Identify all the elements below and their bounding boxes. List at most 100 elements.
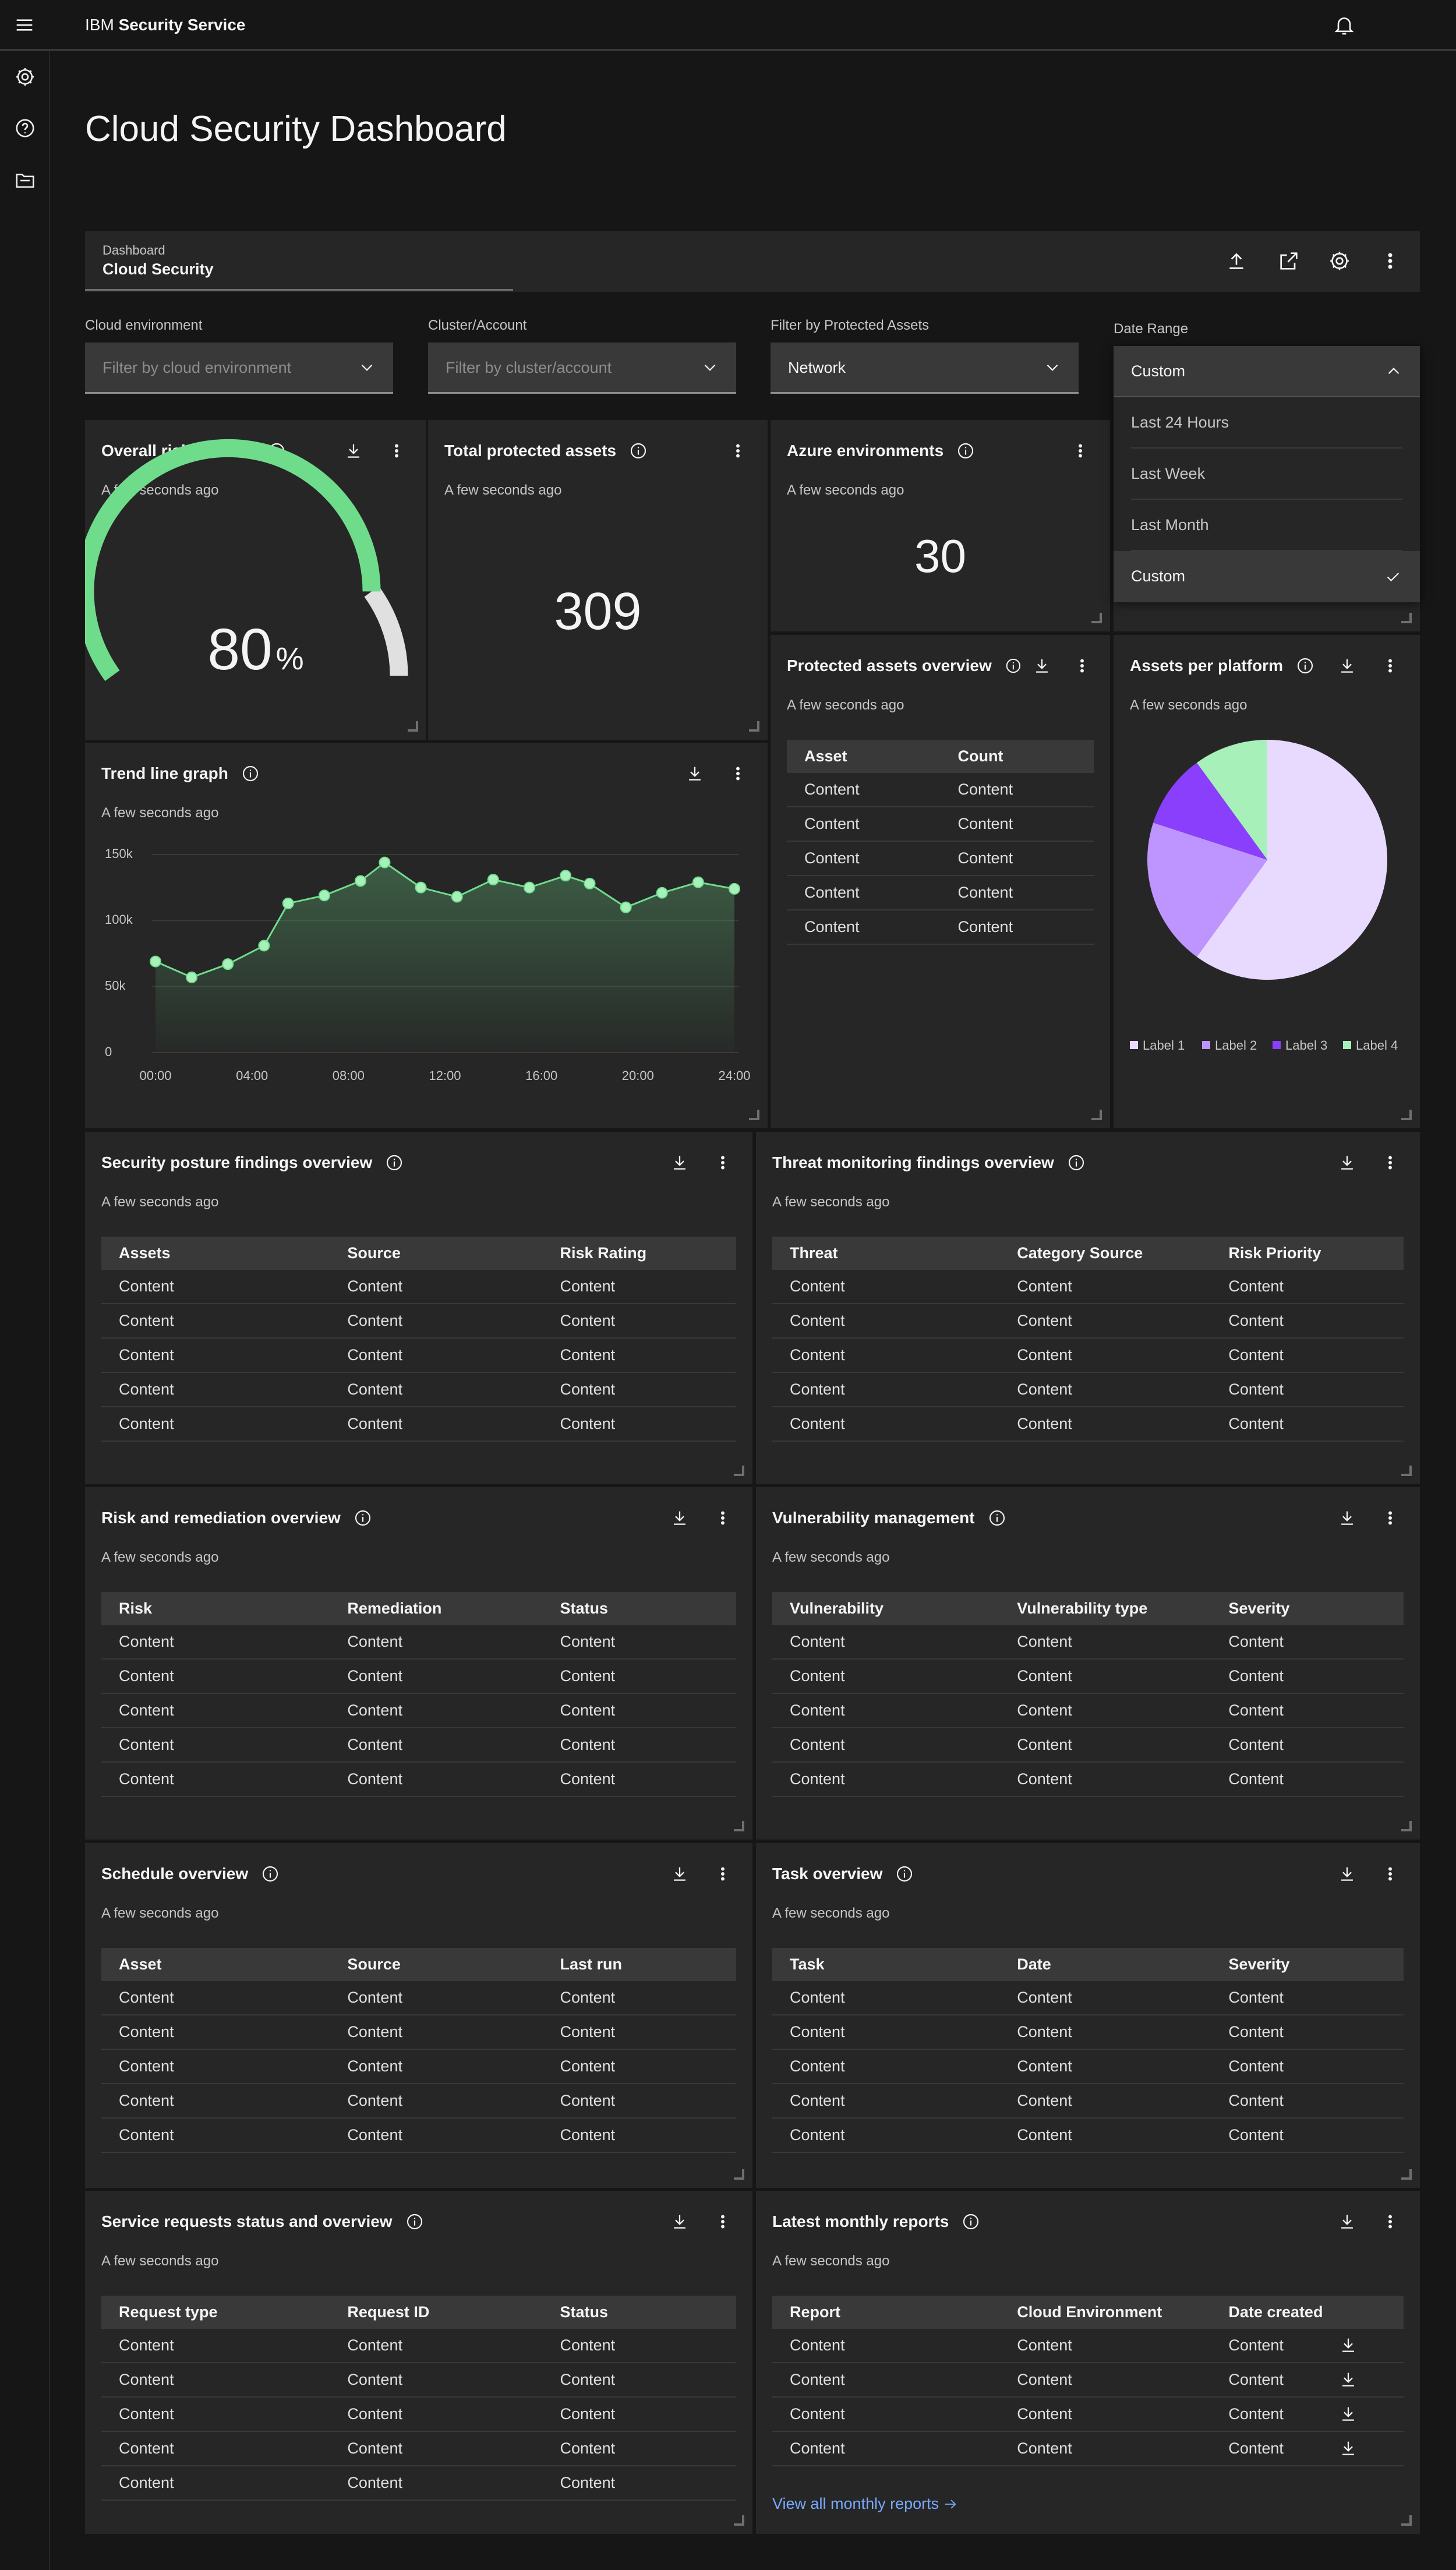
kpi-value: 30 [914, 530, 966, 582]
table-cell: Content [790, 1312, 845, 1329]
download-button[interactable] [658, 1861, 701, 1887]
overflow-button[interactable] [701, 1505, 744, 1531]
filter-select[interactable]: Filter by cloud environment [85, 343, 393, 394]
icon-part [1388, 259, 1393, 263]
column-header: Severity [1228, 1955, 1290, 1973]
legend-swatch [1273, 1041, 1281, 1049]
dropdown-option[interactable]: Custom [1114, 551, 1420, 602]
dropdown-option[interactable]: Last 24 Hours [1114, 397, 1420, 449]
download-button[interactable] [1326, 1861, 1369, 1887]
table-cell: Content [957, 815, 1013, 832]
tile: Protected assets overview A few seconds a… [771, 635, 1110, 1128]
icon-part [1388, 1156, 1392, 1160]
table-cell: Content [347, 1381, 402, 1398]
tile: Threat monitoring findings overview A few… [756, 1132, 1420, 1484]
overflow-button[interactable] [1369, 652, 1412, 679]
download-button[interactable] [1326, 2208, 1369, 2235]
breadcrumb-parent[interactable]: Dashboard [103, 243, 165, 257]
table-cell: Content [957, 849, 1013, 867]
table-row: Content Content Content [772, 1981, 1404, 2015]
overflow-button[interactable] [1369, 1861, 1412, 1887]
tile: Task overview A few seconds ago Task Date Se… [756, 1843, 1420, 2188]
table-row: Content Content [787, 842, 1094, 876]
icon-overflow [1080, 659, 1084, 673]
download-button[interactable] [673, 760, 716, 787]
overflow-button[interactable] [716, 760, 759, 787]
icon-chevdown [1047, 364, 1058, 371]
download-button[interactable] [332, 437, 375, 464]
icon-part [1080, 669, 1084, 673]
icon-download [1342, 2338, 1354, 2352]
download-button[interactable] [658, 1149, 701, 1176]
row-download-button[interactable] [1338, 2370, 1358, 2394]
download-button[interactable] [658, 2208, 701, 2235]
column-header: Asset [119, 1955, 162, 1973]
download-button[interactable] [1326, 652, 1369, 679]
table-cell: Content [560, 1346, 616, 1364]
icon-overflow [721, 2215, 725, 2229]
filter-select[interactable]: Network [771, 343, 1079, 394]
table-cell: Content [1017, 2336, 1072, 2354]
table-row: Content Content Content [101, 2015, 736, 2050]
icon-part [1388, 264, 1393, 269]
trend-point [487, 874, 499, 886]
toolbar-button[interactable] [1327, 248, 1352, 274]
icon-part [721, 2220, 725, 2223]
data-table: Report Cloud Environment Date created Conte… [772, 2296, 1404, 2466]
overflow-button[interactable] [1062, 652, 1102, 679]
tile-timestamp: A few seconds ago [772, 1905, 890, 1921]
gauge-label: 80% [207, 617, 303, 682]
overflow-button[interactable] [701, 1149, 744, 1176]
table-cell: Content [1017, 1770, 1072, 1788]
download-button[interactable] [1022, 652, 1062, 679]
icon-info [1297, 658, 1313, 674]
table-row: Content Content Content [101, 1694, 736, 1728]
overflow-button[interactable] [701, 2208, 744, 2235]
table-cell: Content [119, 1701, 174, 1719]
tile-title: Security posture findings overview [101, 1153, 373, 1171]
tile-timestamp: A few seconds ago [787, 482, 904, 498]
filter-label: Cluster/Account [428, 317, 527, 333]
table-cell: Content [119, 2057, 174, 2075]
overflow-button[interactable] [1369, 1149, 1412, 1176]
trend-area [156, 862, 734, 1053]
view-all-link[interactable]: View all monthly reports [772, 2495, 959, 2513]
download-button[interactable] [1326, 1149, 1369, 1176]
tile-timestamp: A few seconds ago [101, 805, 219, 821]
top-header: IBM Security Service [0, 0, 1456, 51]
brand[interactable]: IBM Security Service [85, 15, 245, 35]
icon-gear [16, 68, 34, 86]
icon-overflow [1388, 1511, 1392, 1525]
kpi-value: 309 [554, 583, 642, 641]
date-range-field[interactable]: Custom [1114, 346, 1420, 397]
overflow-button[interactable] [701, 1861, 744, 1887]
overflow-button[interactable] [1059, 437, 1102, 464]
table-cell: Content [790, 1415, 845, 1432]
breadcrumb-underline [85, 289, 513, 291]
table-cell: Content [1017, 2440, 1072, 2457]
overflow-button[interactable] [716, 437, 759, 464]
icon-download [1341, 1867, 1353, 1881]
overflow-button[interactable] [375, 437, 418, 464]
table-cell: Content [560, 2440, 616, 2457]
overflow-button[interactable] [1369, 2208, 1412, 2235]
icon-part [1079, 454, 1082, 458]
column-header: Last run [560, 1955, 623, 1973]
icon-overflow [1388, 2215, 1392, 2229]
download-button[interactable] [658, 1505, 701, 1531]
tile: Azure environments A few seconds ago 30 [771, 420, 1110, 631]
row-download-button[interactable] [1338, 2438, 1358, 2462]
row-download-button[interactable] [1338, 2335, 1358, 2359]
dropdown-option[interactable]: Last Month [1114, 500, 1420, 551]
toolbar-button[interactable] [1377, 248, 1403, 274]
icon-download [674, 2215, 685, 2229]
filter-select[interactable]: Filter by cluster/account [428, 343, 736, 394]
row-download-button[interactable] [1338, 2404, 1358, 2428]
toolbar-button[interactable] [1224, 248, 1249, 274]
icon-part [1388, 1161, 1392, 1164]
download-button[interactable] [1326, 1505, 1369, 1531]
overflow-button[interactable] [1369, 1505, 1412, 1531]
tile-title: Schedule overview [101, 1865, 249, 1883]
toolbar-button[interactable] [1276, 248, 1302, 274]
dropdown-option[interactable]: Last Week [1114, 449, 1420, 500]
